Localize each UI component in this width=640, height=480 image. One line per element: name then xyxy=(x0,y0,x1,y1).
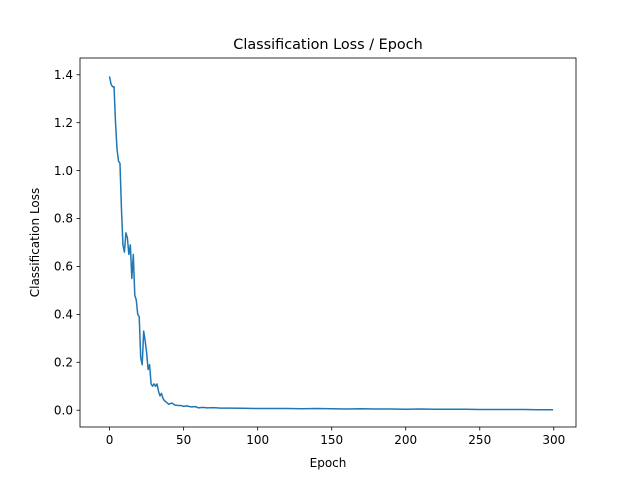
y-tick-label: 1.0 xyxy=(54,164,73,178)
x-tick-label: 200 xyxy=(394,433,417,447)
y-axis-label: Classification Loss xyxy=(28,188,42,298)
x-axis-ticks: 0 50 100 150 200 250 300 xyxy=(106,427,565,447)
x-tick-label: 0 xyxy=(106,433,114,447)
y-tick-label: 0.2 xyxy=(54,356,73,370)
chart-title: Classification Loss / Epoch xyxy=(233,37,422,53)
x-axis-label: Epoch xyxy=(310,456,347,470)
y-tick-label: 0.0 xyxy=(54,403,73,417)
x-tick-label: 300 xyxy=(542,433,565,447)
x-tick-label: 150 xyxy=(320,433,343,447)
x-tick-label: 250 xyxy=(468,433,491,447)
y-tick-label: 1.4 xyxy=(54,68,73,82)
plot-area xyxy=(80,58,576,427)
series-layer xyxy=(108,76,554,411)
plot-frame xyxy=(79,57,577,428)
y-axis-ticks: 0.0 0.2 0.4 0.6 0.8 1.0 1.2 1.4 xyxy=(54,68,80,417)
x-tick-label: 100 xyxy=(246,433,269,447)
y-tick-label: 1.2 xyxy=(54,116,73,130)
y-tick-label: 0.8 xyxy=(54,212,73,226)
y-tick-label: 0.4 xyxy=(54,308,73,322)
y-tick-label: 0.6 xyxy=(54,260,73,274)
x-tick-label: 50 xyxy=(176,433,191,447)
series-line-0 xyxy=(108,76,554,411)
